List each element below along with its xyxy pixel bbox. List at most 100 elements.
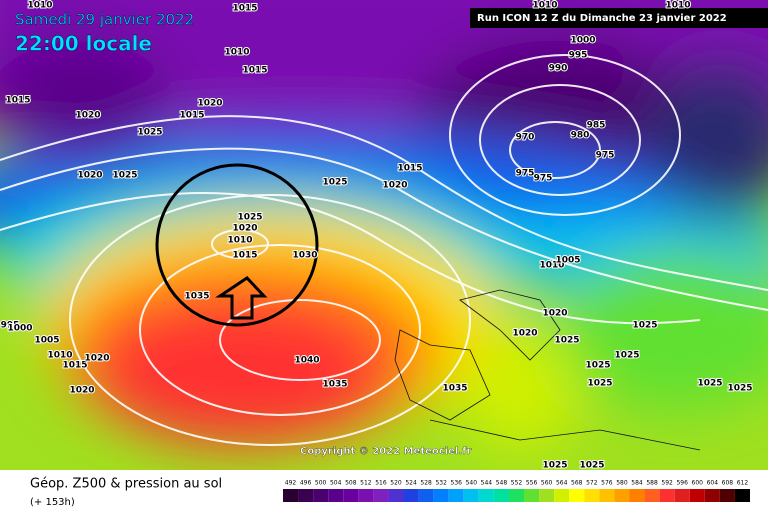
isobar-label: 995 — [1, 321, 20, 331]
isobar-label: 1035 — [322, 380, 347, 390]
scale-swatch — [478, 489, 494, 502]
scale-swatch — [373, 489, 389, 502]
isobar-label: 985 — [587, 121, 606, 131]
isobar-label: 1010 — [539, 261, 564, 271]
scale-swatch — [674, 489, 690, 502]
isobar-label: 1025 — [137, 128, 162, 138]
scale-swatch — [283, 489, 299, 502]
scale-label: 528 — [420, 480, 432, 487]
date: Samedi 29 janvier 2022 — [15, 11, 194, 29]
isobar-label: 1010 — [224, 48, 249, 58]
scale-label: 560 — [541, 480, 553, 487]
scale-label: 564 — [556, 480, 568, 487]
isobar-label: 1020 — [512, 329, 537, 339]
scale-label: 584 — [631, 480, 643, 487]
scale-label: 588 — [646, 480, 658, 487]
isobar-label: 1010 — [665, 1, 690, 11]
scale-label: 600 — [692, 480, 704, 487]
scale-swatch — [584, 489, 600, 502]
isobar-label: 1035 — [442, 384, 467, 394]
scale-swatch — [493, 489, 509, 502]
isobar-label: 1040 — [294, 356, 319, 366]
scale-swatch — [313, 489, 329, 502]
isobar-label: 995 — [569, 51, 588, 61]
scale-swatch — [734, 489, 750, 502]
isobar-label: 1015 — [5, 96, 30, 106]
copyright: Copyright © 2022 Meteociel.fr — [300, 446, 471, 457]
scale-swatch — [599, 489, 615, 502]
scale-label: 520 — [390, 480, 402, 487]
scale-swatch — [403, 489, 419, 502]
isobar-label: 1025 — [322, 178, 347, 188]
isobar-label: 1015 — [397, 164, 422, 174]
scale-swatch — [689, 489, 705, 502]
scale-swatch — [614, 489, 630, 502]
scale-label: 548 — [496, 480, 508, 487]
isobar-label: 1020 — [75, 111, 100, 121]
scale-swatch — [524, 489, 540, 502]
footer-title: Géop. Z500 & pression au sol — [30, 477, 222, 492]
isobar-label: 1020 — [77, 171, 102, 181]
isobar-label: 1025 — [237, 213, 262, 223]
isobar-label: 1000 — [570, 36, 595, 46]
scale-label: 496 — [300, 480, 312, 487]
scale-swatch — [719, 489, 735, 502]
scale-swatch — [358, 489, 374, 502]
isobar-label: 1030 — [292, 251, 317, 261]
isobar-label: 1005 — [555, 256, 580, 266]
isobar-label: 1010 — [47, 351, 72, 361]
isobar-label: 980 — [571, 131, 590, 141]
isobar-label: 970 — [516, 133, 535, 143]
isobar-label: 1015 — [179, 111, 204, 121]
isobar-label: 1015 — [242, 66, 267, 76]
scale-swatch — [644, 489, 660, 502]
arrow — [215, 276, 268, 320]
scale-label: 504 — [330, 480, 342, 487]
isobar-label: 975 — [534, 174, 553, 184]
scale-label: 524 — [405, 480, 417, 487]
scale-swatch — [569, 489, 585, 502]
isobar-label: 1020 — [232, 224, 257, 234]
scale-label: 580 — [616, 480, 628, 487]
scale-label: 532 — [435, 480, 447, 487]
isobar-label: 1000 — [7, 324, 32, 334]
isobar-label: 1020 — [69, 386, 94, 396]
isobar-label: 1025 — [585, 361, 610, 371]
scale-swatch — [448, 489, 464, 502]
scale-label: 512 — [360, 480, 372, 487]
scale-label: 552 — [511, 480, 523, 487]
isobar-label: 1010 — [532, 1, 557, 11]
isobar-label: 1020 — [84, 354, 109, 364]
isobar-label: 1020 — [382, 181, 407, 191]
isobar-label: 1025 — [587, 379, 612, 389]
isobar-label: 1025 — [614, 351, 639, 361]
scale-label: 604 — [707, 480, 719, 487]
isobar-label: 1020 — [542, 309, 567, 319]
scale-label: 540 — [466, 480, 478, 487]
isobar-label: 1010 — [227, 236, 252, 246]
isobar-label: 990 — [549, 64, 568, 74]
scale-label: 592 — [661, 480, 673, 487]
isobar-label: 1010 — [27, 1, 52, 11]
scale-swatch — [328, 489, 344, 502]
run-box — [470, 8, 768, 28]
field — [0, 0, 768, 470]
scale-label: 612 — [737, 480, 749, 487]
isobar-label: 1015 — [232, 251, 257, 261]
isobar-label: 1025 — [632, 321, 657, 331]
scale-swatch — [554, 489, 570, 502]
scale-label: 556 — [526, 480, 538, 487]
isobar-label: 975 — [516, 169, 535, 179]
scale-swatch — [539, 489, 555, 502]
scale-swatch — [704, 489, 720, 502]
isobar-label: 1015 — [62, 361, 87, 371]
scale-swatch — [343, 489, 359, 502]
isobar-label: 1025 — [697, 379, 722, 389]
isobar-label: 1025 — [579, 461, 604, 471]
scale-label: 516 — [375, 480, 387, 487]
footer-lead: (+ 153h) — [30, 497, 75, 508]
isobar-label: 1025 — [554, 336, 579, 346]
isobar-label: 1015 — [232, 4, 257, 14]
scale-swatch — [659, 489, 675, 502]
scale-swatch — [463, 489, 479, 502]
